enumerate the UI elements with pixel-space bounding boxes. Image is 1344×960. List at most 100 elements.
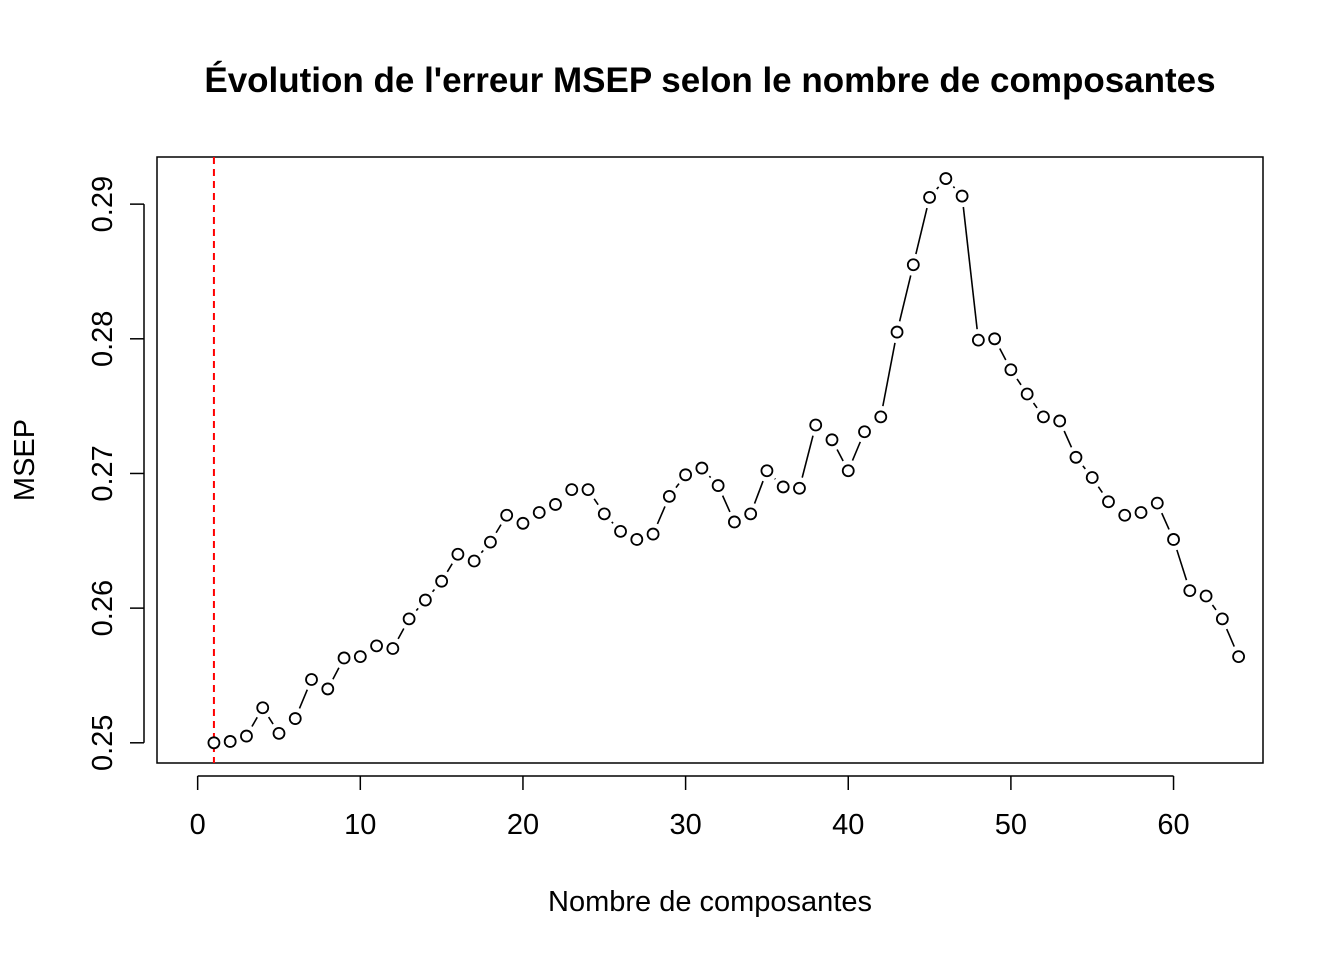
data-point xyxy=(1118,508,1132,522)
series-line-segment xyxy=(495,524,502,534)
data-point xyxy=(1004,363,1018,377)
data-point xyxy=(370,639,383,653)
y-axis: 0.25 0.26 0.27 0.28 0.29 xyxy=(87,176,145,771)
series-line-segment xyxy=(415,607,419,612)
series-line-segment xyxy=(446,563,453,573)
x-axis-label: Nombre de composantes xyxy=(548,886,872,918)
data-point xyxy=(630,533,644,546)
series-line-segment xyxy=(480,549,484,554)
y-tick-label: 0.26 xyxy=(87,580,119,636)
series-line-segment xyxy=(1063,430,1073,448)
series-line-segment xyxy=(593,498,599,506)
x-tick-label: 60 xyxy=(1157,809,1189,841)
series-line-segment xyxy=(397,628,405,640)
data-point xyxy=(1053,414,1067,428)
data-point xyxy=(256,701,270,715)
series-line-segment xyxy=(936,186,940,190)
data-point xyxy=(581,483,595,497)
data-point xyxy=(565,483,579,497)
series-line-segment xyxy=(721,495,731,513)
data-point xyxy=(288,712,302,725)
series-line-segment xyxy=(1097,486,1104,494)
data-point xyxy=(1167,533,1180,546)
data-point xyxy=(662,489,676,503)
data-point xyxy=(923,190,936,204)
y-tick-label: 0.27 xyxy=(87,445,119,501)
x-axis: 0 10 20 30 40 50 60 xyxy=(190,775,1190,841)
data-point xyxy=(597,507,611,521)
data-point xyxy=(841,464,855,478)
data-point xyxy=(971,333,985,347)
plot-frame xyxy=(156,156,1264,764)
x-tick-label: 40 xyxy=(832,809,864,841)
data-point xyxy=(207,736,221,750)
data-point xyxy=(874,410,888,424)
series-line-segment xyxy=(1032,402,1038,409)
data-point xyxy=(793,481,806,495)
x-tick-label: 20 xyxy=(507,809,539,841)
x-tick-label: 0 xyxy=(190,809,206,841)
data-point xyxy=(858,425,871,439)
data-point xyxy=(1183,584,1197,598)
chart-title: Évolution de l'erreur MSEP selon le nomb… xyxy=(204,60,1215,100)
data-point xyxy=(467,554,481,568)
data-point xyxy=(435,574,449,588)
series-line-segment xyxy=(1225,628,1235,647)
x-tick-label: 50 xyxy=(995,809,1027,841)
data-point xyxy=(418,593,432,607)
series-line-segment xyxy=(267,716,274,725)
data-point xyxy=(939,172,953,185)
series-line-segment xyxy=(1016,378,1022,386)
series-line-segment xyxy=(851,441,862,461)
data-point xyxy=(386,642,400,655)
x-tick-label: 10 xyxy=(344,809,376,841)
series-line-segment xyxy=(898,275,912,322)
series-line-segment xyxy=(915,207,928,255)
data-point xyxy=(272,726,286,740)
data-point xyxy=(809,418,823,432)
series-line-segment xyxy=(656,506,666,525)
series-line-segment xyxy=(1211,604,1217,611)
data-point xyxy=(825,433,839,447)
data-point xyxy=(614,524,627,538)
series-line-segment xyxy=(999,348,1007,361)
data-point xyxy=(1134,506,1148,519)
data-point xyxy=(1069,450,1083,464)
data-point xyxy=(744,507,758,521)
series-line-segment xyxy=(962,206,978,330)
series-line-segment xyxy=(611,521,614,524)
series-line-segment xyxy=(1082,465,1086,470)
series-line-segment xyxy=(774,477,776,480)
y-tick-label: 0.28 xyxy=(87,311,119,367)
series-line-segment xyxy=(1176,549,1188,581)
data-point xyxy=(1085,471,1099,484)
series-line-segment xyxy=(952,186,956,189)
data-point xyxy=(1232,650,1246,664)
series-line-segment xyxy=(836,449,844,462)
data-point xyxy=(1215,612,1229,626)
data-point xyxy=(484,535,497,549)
series-line-segment xyxy=(1161,512,1170,530)
data-point xyxy=(695,461,709,475)
data-point xyxy=(711,479,725,492)
data-point xyxy=(240,729,253,743)
data-point xyxy=(1199,589,1213,603)
y-tick-label: 0.29 xyxy=(87,176,119,232)
y-axis-label: MSEP xyxy=(9,419,41,501)
data-point xyxy=(500,508,514,522)
data-point xyxy=(337,651,351,665)
data-point xyxy=(646,527,660,541)
series-line-segment xyxy=(753,480,764,504)
data-point xyxy=(321,682,335,696)
y-tick-label: 0.25 xyxy=(87,715,119,771)
series-line-layer xyxy=(251,186,1235,727)
data-point xyxy=(760,464,774,478)
data-point xyxy=(727,515,741,529)
data-point xyxy=(549,498,562,511)
data-point xyxy=(1102,495,1115,509)
data-point xyxy=(532,506,546,519)
data-point xyxy=(1150,496,1164,510)
data-point xyxy=(305,673,318,686)
series-point-layer xyxy=(207,172,1246,750)
